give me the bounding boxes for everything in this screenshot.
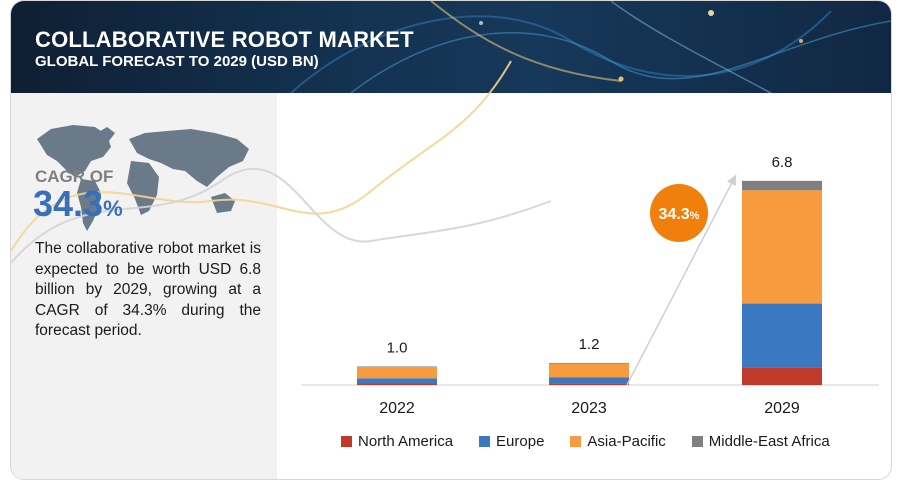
market-description: The collaborative robot market is expect…: [35, 240, 261, 339]
page-subtitle: GLOBAL FORECAST TO 2029 (USD BN): [35, 53, 319, 70]
legend-swatch-asia-pacific: [570, 436, 582, 447]
legend-item-north-america: North America: [341, 433, 453, 450]
growth-badge-label: 34.3%: [659, 206, 700, 223]
bar-2023-north-america: [549, 383, 629, 385]
legend-swatch-north-america: [341, 436, 352, 447]
total-label-2029: 6.8: [772, 154, 793, 171]
cagr-percent-sign: %: [103, 196, 123, 221]
header-banner: COLLABORATIVE ROBOT MARKET GLOBAL FORECA…: [11, 1, 891, 93]
growth-badge-value: 34.3: [659, 206, 690, 223]
x-tick-label-2023: 2023: [571, 400, 607, 417]
bar-2029-middle-east-africa: [742, 180, 822, 191]
legend-item-asia-pacific: Asia-Pacific: [570, 433, 666, 450]
legend-label-asia-pacific: Asia-Pacific: [587, 433, 666, 450]
bar-2022-europe: [357, 378, 437, 384]
growth-trend-arrow: [626, 174, 737, 386]
x-tick-label-2022: 2022: [379, 400, 415, 417]
growth-badge-circle: [650, 184, 708, 242]
bar-2023-middle-east-africa: [549, 362, 629, 364]
legend-label-north-america: North America: [358, 433, 454, 450]
bar-2029-europe: [742, 303, 822, 368]
chart-legend: North America Europe Asia-Pacific Middle…: [341, 433, 830, 450]
legend-label-europe: Europe: [496, 433, 545, 450]
bar-2023-asia-pacific: [549, 363, 629, 378]
growth-badge-unit: %: [690, 210, 700, 222]
bar-2022-north-america: [357, 383, 437, 385]
total-label-2022: 1.0: [387, 339, 408, 356]
legend-item-middle-east-africa: Middle-East Africa: [691, 433, 830, 450]
cagr-value: 34.3%: [33, 183, 123, 225]
legend-item-europe: Europe: [479, 433, 544, 450]
bar-2029-asia-pacific: [742, 190, 822, 304]
total-label-2023: 1.2: [579, 336, 600, 353]
x-tick-label-2029: 2029: [764, 400, 800, 417]
chart-canvas: 1.0 2022 1.2 2023 6.8 2029 34.3%: [11, 60, 879, 417]
legend-label-middle-east-africa: Middle-East Africa: [708, 433, 830, 450]
cagr-number: 34.3: [33, 183, 104, 224]
bar-2022-asia-pacific: [357, 367, 437, 379]
cagr-label: CAGR OF: [35, 167, 114, 186]
bar-2029-north-america: [742, 367, 822, 385]
swoosh-decoration: [11, 60, 552, 264]
legend-swatch-europe: [479, 436, 491, 447]
page-title: COLLABORATIVE ROBOT MARKET: [35, 27, 414, 52]
banner-decoration: [290, 1, 891, 93]
growth-badge: 34.3%: [650, 184, 708, 242]
growth-arrowhead: [726, 174, 736, 187]
bar-2023-europe: [549, 377, 629, 384]
infographic-frame: COLLABORATIVE ROBOT MARKET GLOBAL FORECA…: [10, 0, 892, 480]
legend-swatch-middle-east-africa: [691, 436, 703, 447]
bar-2022-middle-east-africa: [357, 366, 437, 368]
